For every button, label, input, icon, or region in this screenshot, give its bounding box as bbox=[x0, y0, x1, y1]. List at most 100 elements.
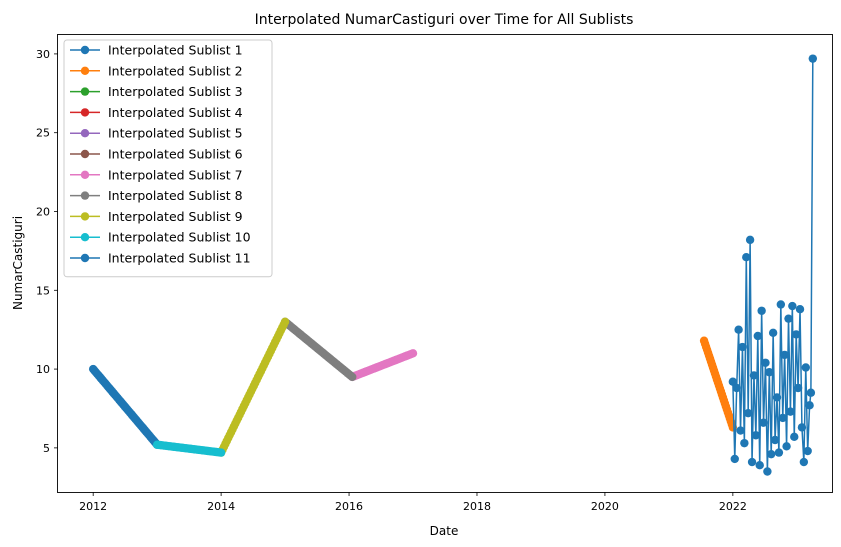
legend-item: Interpolated Sublist 5 bbox=[70, 126, 243, 141]
y-tick-label: 30 bbox=[36, 48, 50, 61]
data-point bbox=[780, 350, 789, 360]
data-point bbox=[767, 449, 776, 459]
x-tick-label: 2018 bbox=[463, 500, 491, 513]
data-point bbox=[280, 317, 290, 327]
series-11 bbox=[728, 54, 818, 476]
data-point bbox=[749, 371, 759, 380]
legend-label: Interpolated Sublist 5 bbox=[108, 126, 243, 141]
y-tick-label: 25 bbox=[36, 127, 50, 140]
data-point bbox=[791, 330, 801, 339]
legend-label: Interpolated Sublist 10 bbox=[108, 230, 251, 245]
plot-area bbox=[88, 54, 818, 476]
data-point bbox=[745, 235, 755, 245]
legend-label: Interpolated Sublist 9 bbox=[108, 209, 243, 224]
legend-marker bbox=[80, 66, 90, 76]
data-point bbox=[784, 314, 793, 323]
y-tick-label: 15 bbox=[36, 284, 50, 297]
data-point bbox=[806, 388, 816, 397]
legend: Interpolated Sublist 1 Interpolated Subli… bbox=[63, 39, 273, 278]
data-point bbox=[751, 431, 761, 440]
y-tick-label: 5 bbox=[43, 442, 50, 455]
legend-item: Interpolated Sublist 2 bbox=[70, 63, 243, 78]
x-axis: 2012 2014 2016 2018 2020 2022 bbox=[79, 492, 747, 513]
legend-item: Interpolated Sublist 9 bbox=[70, 209, 243, 224]
series-8 bbox=[280, 317, 357, 382]
data-point bbox=[795, 305, 805, 314]
legend-label: Interpolated Sublist 2 bbox=[108, 63, 243, 78]
plot-frame bbox=[57, 34, 833, 493]
data-point bbox=[757, 306, 766, 315]
legend-marker bbox=[80, 149, 90, 159]
legend-item: Interpolated Sublist 7 bbox=[70, 167, 243, 182]
legend-item: Interpolated Sublist 10 bbox=[70, 230, 251, 245]
data-point bbox=[803, 446, 812, 456]
x-tick-label: 2020 bbox=[591, 500, 619, 513]
data-point bbox=[774, 448, 784, 457]
data-point bbox=[744, 409, 753, 418]
data-point bbox=[797, 423, 807, 432]
data-point bbox=[348, 372, 357, 382]
data-point bbox=[753, 331, 762, 341]
legend-item: Interpolated Sublist 4 bbox=[70, 105, 243, 120]
data-point bbox=[736, 426, 745, 435]
legend-marker bbox=[80, 45, 90, 55]
legend-marker bbox=[80, 191, 90, 200]
legend-item: Interpolated Sublist 1 bbox=[70, 43, 243, 58]
data-point bbox=[728, 377, 738, 386]
x-tick-label: 2016 bbox=[335, 500, 363, 513]
legend-marker bbox=[80, 170, 90, 179]
data-point bbox=[801, 363, 810, 372]
legend-marker bbox=[80, 87, 90, 96]
y-axis-label: NumarCastiguri bbox=[11, 216, 25, 310]
y-axis: 5 10 15 20 25 30 bbox=[36, 48, 58, 455]
legend-marker bbox=[80, 129, 90, 138]
data-point bbox=[790, 432, 799, 442]
data-point bbox=[759, 418, 768, 427]
legend-marker bbox=[80, 212, 90, 221]
data-point bbox=[776, 300, 786, 309]
legend-item: Interpolated Sublist 3 bbox=[70, 84, 243, 99]
data-point bbox=[734, 325, 743, 334]
legend-marker bbox=[80, 108, 90, 117]
data-point bbox=[732, 383, 741, 393]
data-point bbox=[788, 301, 797, 311]
series-10 bbox=[152, 440, 226, 457]
data-point bbox=[768, 328, 778, 338]
data-point bbox=[770, 435, 780, 445]
data-point bbox=[216, 448, 226, 457]
data-point bbox=[740, 438, 749, 448]
data-point bbox=[738, 342, 747, 352]
data-point bbox=[730, 454, 739, 464]
data-point bbox=[765, 368, 774, 377]
legend-item: Interpolated Sublist 6 bbox=[70, 147, 243, 162]
data-point bbox=[799, 457, 809, 467]
data-point bbox=[793, 383, 803, 393]
legend-box bbox=[63, 39, 273, 278]
legend-label: Interpolated Sublist 3 bbox=[108, 84, 243, 99]
data-point bbox=[805, 401, 814, 410]
legend-label: Interpolated Sublist 7 bbox=[108, 167, 243, 182]
legend-marker bbox=[80, 233, 90, 242]
legend-label: Interpolated Sublist 6 bbox=[108, 147, 243, 162]
data-point bbox=[808, 54, 818, 63]
data-point bbox=[755, 461, 764, 470]
data-point bbox=[778, 413, 787, 423]
data-point bbox=[772, 393, 782, 402]
y-tick-label: 10 bbox=[36, 363, 50, 376]
legend-item: Interpolated Sublist 8 bbox=[70, 188, 243, 203]
data-point bbox=[408, 349, 418, 358]
legend-label: Interpolated Sublist 1 bbox=[108, 43, 243, 58]
legend-label: Interpolated Sublist 8 bbox=[108, 188, 243, 203]
legend-label: Interpolated Sublist 11 bbox=[108, 251, 251, 266]
data-point bbox=[747, 457, 757, 467]
legend-marker bbox=[80, 253, 90, 263]
x-tick-label: 2014 bbox=[207, 500, 235, 513]
x-tick-label: 2012 bbox=[79, 500, 107, 513]
data-point bbox=[761, 358, 770, 367]
x-axis-label: Date bbox=[430, 524, 459, 538]
data-point bbox=[763, 467, 772, 476]
x-tick-label: 2022 bbox=[719, 500, 747, 513]
data-point bbox=[782, 442, 791, 451]
data-point bbox=[742, 253, 751, 262]
